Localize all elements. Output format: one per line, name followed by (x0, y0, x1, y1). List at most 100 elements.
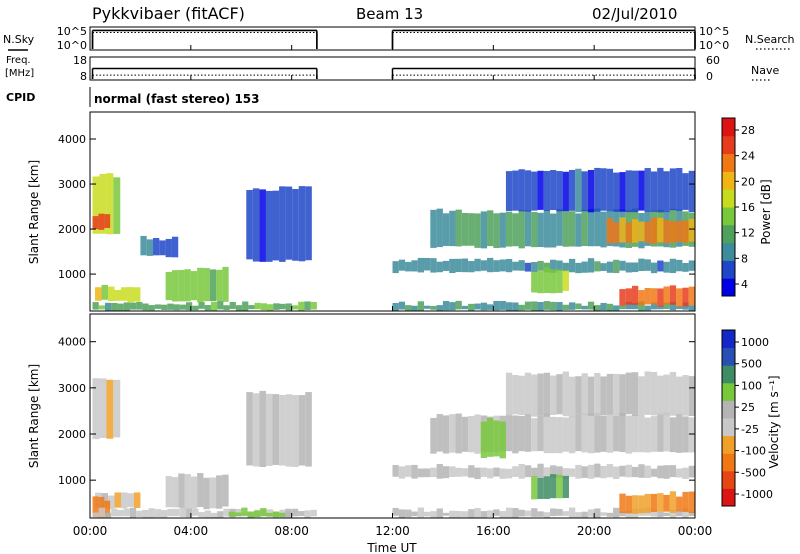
heatmap-cell (223, 508, 230, 517)
heatmap-cell (179, 304, 187, 310)
heatmap-cell (676, 306, 683, 309)
heatmap-cell (575, 376, 582, 415)
heatmap-cell (575, 414, 582, 452)
heatmap-cell (631, 495, 639, 514)
heatmap-cell (304, 510, 311, 519)
heatmap-cell (531, 476, 538, 500)
heatmap-cell (650, 468, 658, 477)
heatmap-cell (550, 375, 557, 415)
nsearch-tick-bottom: 10^0 (699, 39, 729, 52)
heatmap-cell (273, 303, 280, 310)
heatmap-cell (98, 496, 105, 518)
heatmap-cell (575, 464, 582, 479)
heatmap-cell (663, 261, 670, 273)
heatmap-cell (688, 376, 695, 417)
heatmap-cell (241, 507, 248, 516)
heatmap-cell (468, 416, 475, 453)
colorbar-swatch (722, 365, 735, 384)
heatmap-cell (92, 176, 100, 234)
heatmap-cell (210, 301, 218, 311)
heatmap-cell (663, 494, 670, 512)
heatmap-cell (568, 302, 576, 310)
heatmap-cell (461, 212, 469, 246)
heatmap-cell (550, 269, 557, 294)
heatmap-cell (487, 304, 494, 310)
heatmap-cell (663, 171, 670, 213)
heatmap-cell (581, 209, 588, 247)
heatmap-cell (417, 507, 425, 518)
heatmap-cell (606, 303, 614, 312)
heatmap-cell (392, 464, 399, 477)
heatmap-cell (568, 211, 576, 247)
heatmap-cell (260, 303, 268, 311)
heatmap-cell (167, 303, 174, 310)
heatmap-cell (562, 262, 569, 272)
x-tick-label: 20:00 (577, 524, 612, 538)
heatmap-cell (417, 257, 425, 273)
heatmap-cell (480, 302, 488, 311)
heatmap-cell (133, 492, 141, 508)
heatmap-cell (148, 508, 155, 518)
heatmap-cell (487, 210, 494, 247)
heatmap-cell (657, 375, 664, 416)
heatmap-cell (468, 465, 475, 478)
heatmap-cell (186, 302, 193, 311)
heatmap-cell (537, 478, 544, 499)
heatmap-cell (524, 301, 532, 310)
heatmap-cell (173, 508, 180, 517)
heatmap-cell (524, 262, 532, 272)
heatmap-cell (209, 477, 217, 509)
heatmap-cell (556, 260, 563, 271)
colorbar-swatch (722, 347, 735, 366)
heatmap-cell (120, 492, 128, 509)
heatmap-cell (253, 510, 261, 517)
heatmap-cell (606, 464, 614, 478)
heatmap-cell (568, 507, 576, 519)
heatmap-cell (531, 171, 538, 211)
power-panel (92, 167, 695, 312)
heatmap-cell (216, 269, 223, 301)
heatmap-cell (455, 467, 462, 477)
heatmap-cell (499, 511, 506, 519)
heatmap-cell (638, 301, 645, 311)
heatmap-cell (625, 510, 632, 518)
heatmap-cell (625, 301, 632, 310)
heatmap-cell (411, 260, 418, 272)
heatmap-cell (594, 463, 601, 478)
heatmap-cell (411, 464, 418, 479)
heatmap-cell (165, 271, 172, 301)
heatmap-cell (104, 512, 112, 518)
x-tick-label: 12:00 (375, 524, 410, 538)
heatmap-cell (682, 491, 689, 512)
heatmap-cell (505, 414, 513, 452)
heatmap-cell (556, 302, 563, 311)
heatmap-cell (587, 413, 595, 454)
heatmap-cell (298, 301, 305, 311)
heatmap-cell (411, 511, 418, 517)
x-tick-label: 08:00 (274, 524, 309, 538)
heatmap-cell (98, 213, 105, 230)
heatmap-cell (505, 507, 513, 518)
heatmap-cell (682, 220, 689, 243)
heatmap-cell (512, 415, 519, 454)
x-tick-label: 00:00 (678, 524, 713, 538)
heatmap-cell (305, 392, 312, 467)
heatmap-cell (285, 508, 292, 517)
power-colorbar: 28 24 20 16 12 8 4 (721, 117, 755, 297)
heatmap-cell (178, 473, 185, 508)
nsearch-tick-top: 10^5 (699, 25, 729, 38)
heatmap-cell (594, 208, 601, 247)
heatmap-cell (543, 170, 551, 211)
heatmap-cell (657, 288, 664, 307)
heatmap-cell (676, 288, 683, 307)
heatmap-cell (123, 302, 130, 312)
heatmap-cell (505, 171, 513, 211)
heatmap-cell (531, 271, 538, 293)
heatmap-cell (259, 390, 266, 468)
heatmap-cell (436, 305, 443, 311)
heatmap-cell (581, 511, 588, 519)
heatmap-cell (104, 214, 111, 229)
heatmap-cell (537, 271, 544, 294)
heatmap-cell (129, 302, 137, 310)
heatmap-cell (436, 414, 443, 452)
